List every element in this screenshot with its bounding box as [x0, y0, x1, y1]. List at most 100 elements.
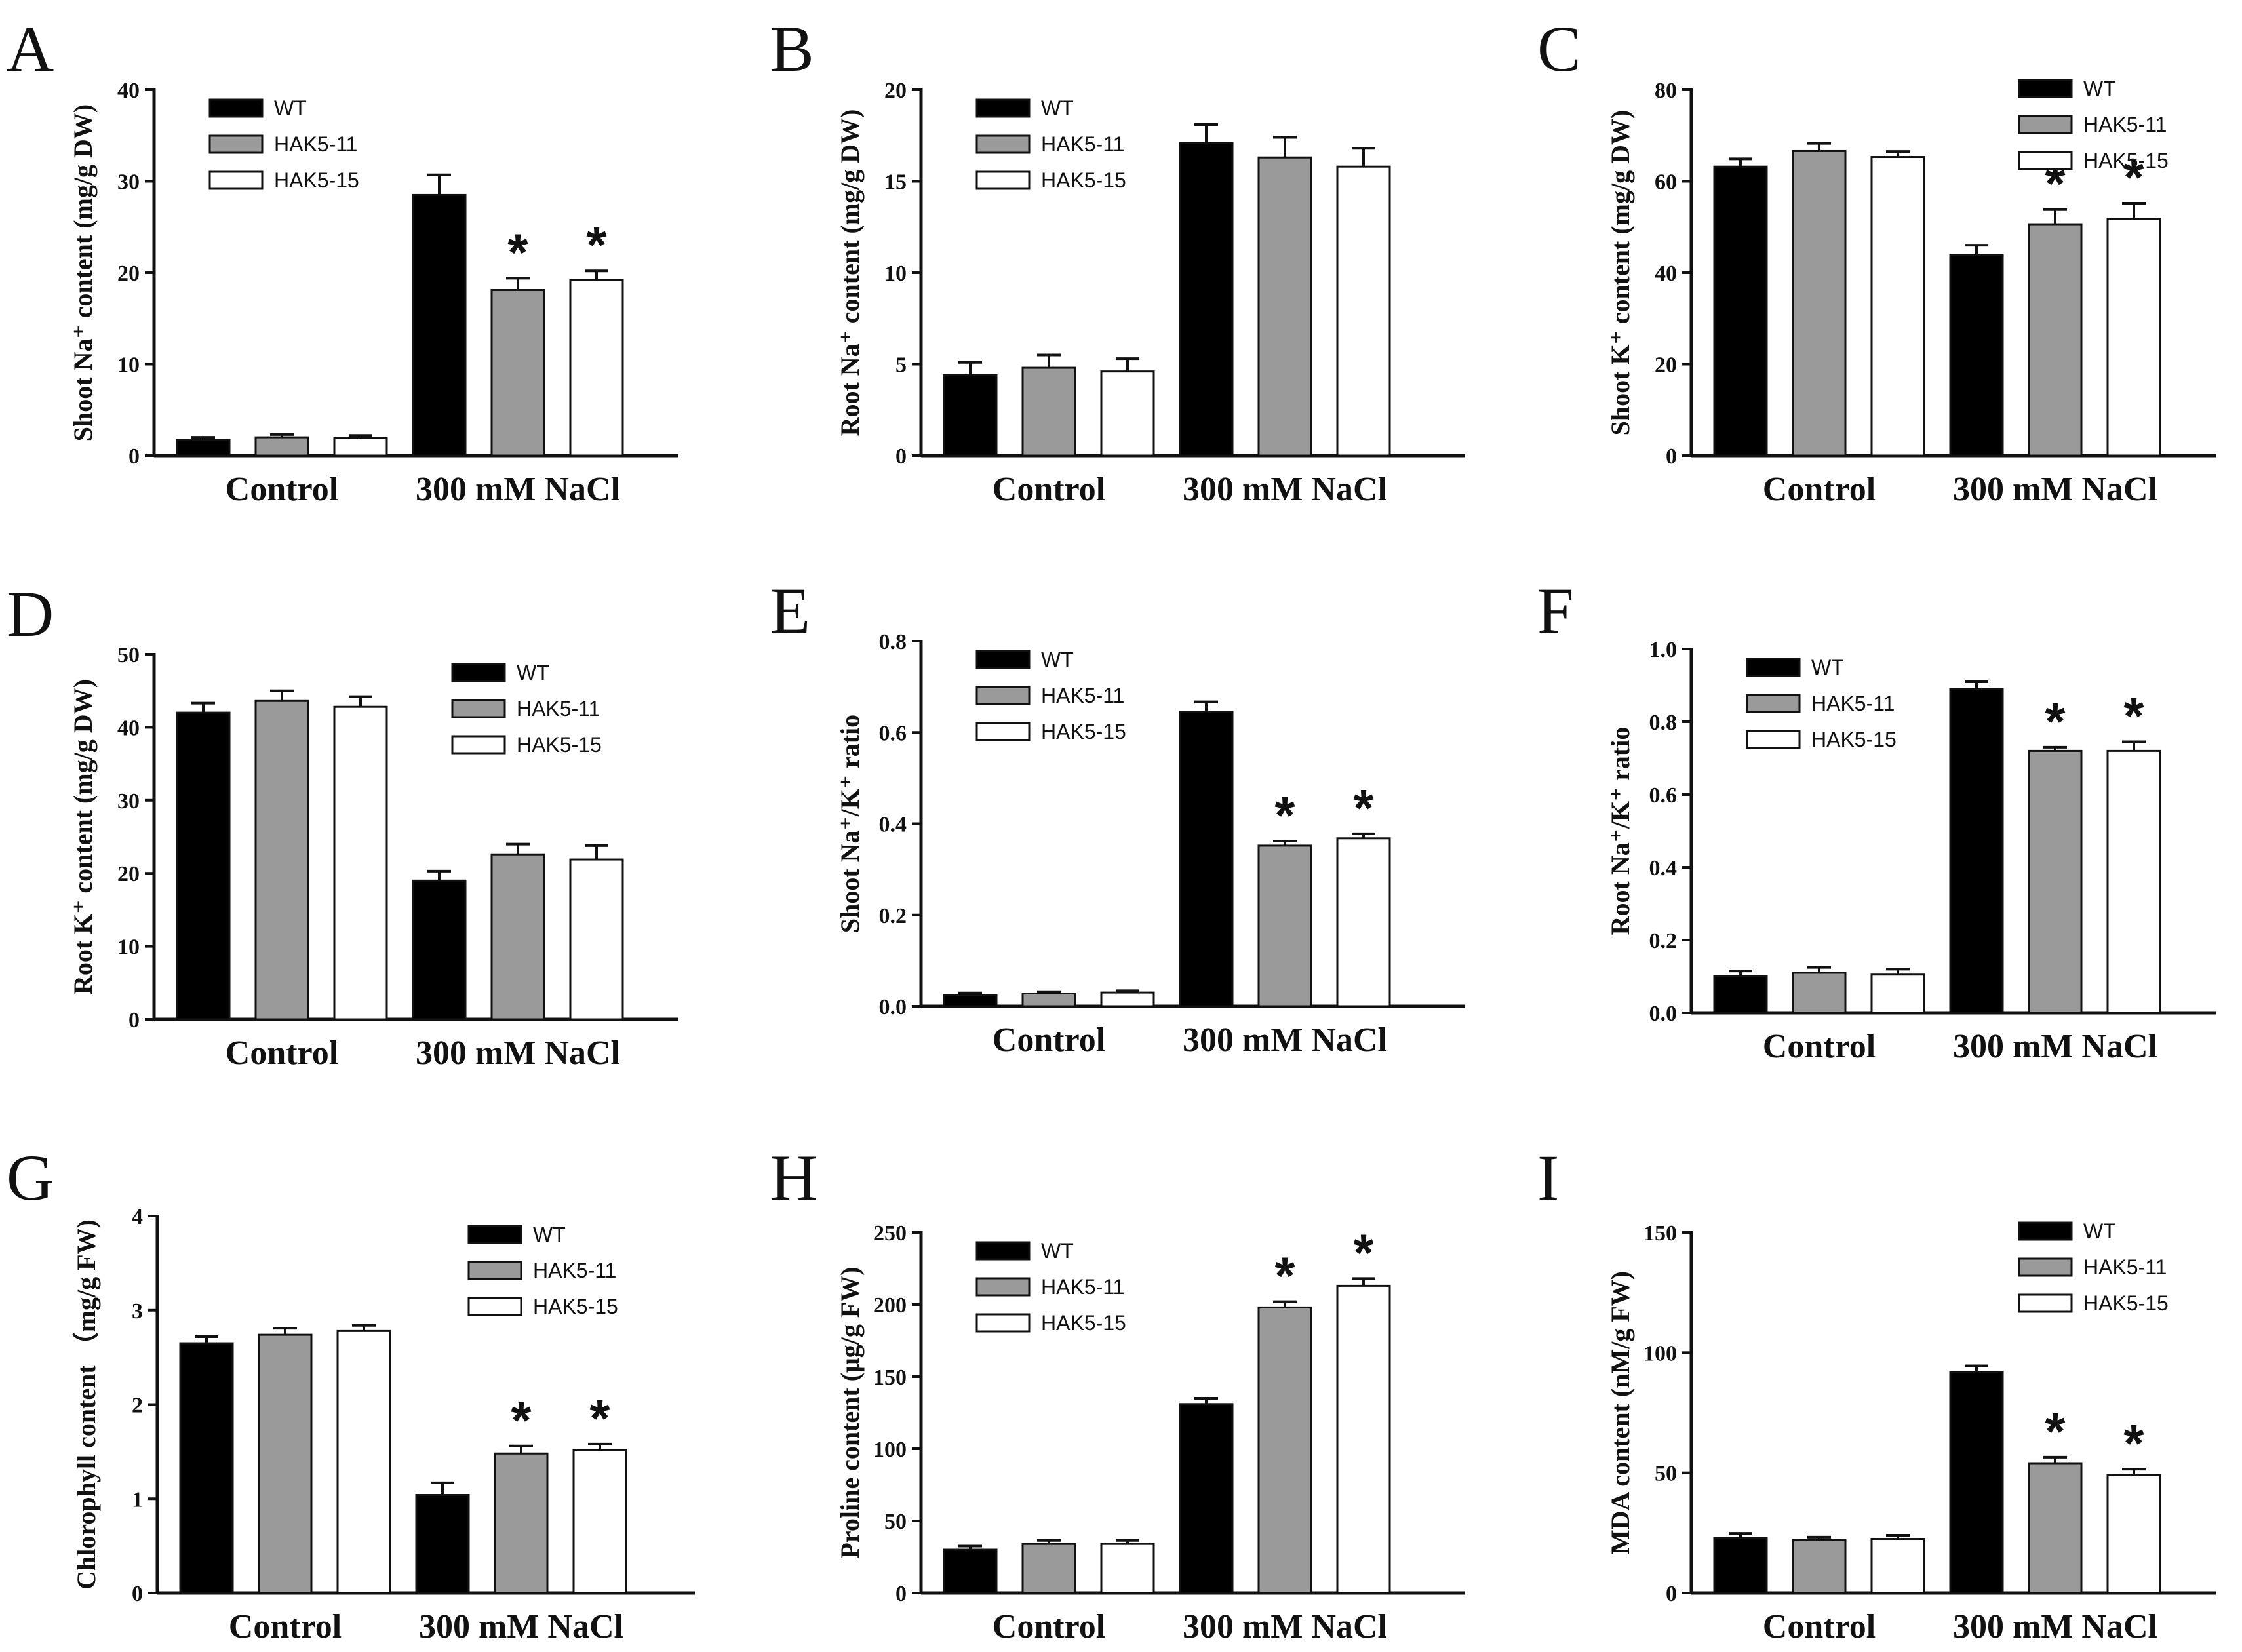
legend-swatch-wt	[451, 663, 506, 682]
y-tick-label: 40	[117, 716, 140, 740]
panel-d: D 0 10 20 30 40 50 Root K⁺ content (mg/g DW) Con…	[7, 578, 678, 1072]
bar-wt-nacl	[415, 1494, 470, 1594]
bar-hak5-15-control	[1870, 1538, 1925, 1594]
panel-c: C 0 20 40 60 80 Shoot K⁺ content (mg/g DW) Cont…	[1537, 12, 2216, 508]
legend-swatch-hak5-15	[467, 1297, 522, 1316]
bar-hak5-11-nacl	[494, 1452, 549, 1594]
y-tick-label: 60	[1655, 170, 1677, 195]
legend: WT HAK5-11 HAK5-15	[975, 1239, 1126, 1335]
x-category-label: 300 mM NaCl	[1183, 1021, 1387, 1059]
legend-swatch-hak5-15	[208, 170, 264, 190]
bar-hak5-11-control	[1792, 1539, 1847, 1594]
y-axis-title: Shoot Na⁺ content (mg/g DW)	[68, 104, 98, 441]
bar-hak5-15-nacl	[1336, 165, 1391, 457]
legend: WT HAK5-11 HAK5-15	[208, 96, 359, 192]
y-tick-label: 10	[884, 262, 907, 286]
legend-swatch-hak5-11	[975, 1277, 1031, 1297]
x-category-label: 300 mM NaCl	[416, 1034, 620, 1072]
x-category-label: 300 mM NaCl	[419, 1608, 623, 1645]
x-category-label: 300 mM NaCl	[1953, 1028, 2157, 1065]
legend-swatch-hak5-11	[975, 686, 1031, 705]
bar-wt-control	[1713, 165, 1768, 457]
significance-star: *	[2045, 692, 2066, 751]
y-tick-label: 10	[117, 935, 140, 960]
y-tick-label: 0.6	[1649, 783, 1678, 808]
bar-hak5-11-nacl	[2028, 1462, 2083, 1594]
y-tick-label: 0.0	[879, 995, 907, 1019]
legend: WT HAK5-11 HAK5-15	[1746, 656, 1897, 751]
bar-hak5-15-nacl	[1336, 837, 1391, 1008]
significance-star: *	[1274, 786, 1295, 844]
legend-swatch-hak5-15	[975, 722, 1031, 741]
bar-wt-control	[943, 1548, 998, 1594]
legend-swatch-wt	[467, 1225, 522, 1244]
y-tick-label: 4	[132, 1205, 143, 1229]
legend-swatch-hak5-15	[1746, 730, 1801, 749]
legend-label: WT	[517, 661, 549, 684]
x-category-label: Control	[226, 471, 338, 508]
bar-hak5-15-nacl	[569, 858, 624, 1021]
legend-swatch-hak5-11	[2018, 1257, 2073, 1277]
bar-hak5-11-nacl	[490, 289, 545, 457]
significance-star: *	[589, 1389, 610, 1447]
y-tick-label: 0	[895, 1582, 907, 1606]
legend-label: HAK5-11	[1041, 684, 1124, 707]
bar-hak5-11-control	[258, 1333, 313, 1594]
bar-wt-nacl	[1179, 142, 1234, 457]
bar-hak5-15-nacl	[569, 279, 624, 457]
panel-a: A 0 10 20 30 40 Shoot Na⁺ content (mg/g DW) Con…	[7, 12, 678, 508]
bar-wt-nacl	[412, 879, 467, 1021]
legend-label: WT	[1041, 1239, 1074, 1263]
y-tick-label: 0.6	[879, 721, 907, 745]
legend: WT HAK5-11 HAK5-15	[451, 661, 602, 757]
y-tick-label: 0	[1666, 1582, 1677, 1606]
x-category-label: Control	[229, 1608, 342, 1645]
y-tick-label: 20	[117, 862, 140, 886]
significance-star: *	[1353, 1223, 1374, 1282]
y-tick-label: 250	[873, 1221, 907, 1246]
bar-wt-control	[179, 1342, 234, 1594]
x-category-label: Control	[1763, 1608, 1876, 1645]
legend-label: HAK5-11	[2083, 113, 2167, 136]
significance-star: *	[1274, 1247, 1295, 1305]
x-category-label: 300 mM NaCl	[1953, 471, 2157, 508]
legend-label: WT	[2083, 77, 2116, 100]
legend-label: WT	[274, 96, 307, 120]
legend-label: HAK5-11	[274, 132, 357, 156]
y-tick-label: 0.0	[1649, 1002, 1678, 1026]
panel-g: G 0 1 2 3 4 Chlorophyll content （mg/g FW) Contr…	[7, 1141, 695, 1645]
panel-label: F	[1537, 574, 1574, 647]
legend-label: HAK5-11	[1041, 1275, 1124, 1299]
bar-hak5-15-control	[1100, 991, 1155, 1008]
y-tick-label: 100	[1643, 1341, 1677, 1366]
significance-star: *	[2123, 687, 2144, 745]
y-tick-label: 0.8	[1649, 711, 1678, 735]
legend-label: HAK5-15	[533, 1295, 618, 1318]
panel-f: F 0.0 0.2 0.4 0.6 0.8 1.0 Root Na⁺/K⁺ ratio Cont…	[1537, 574, 2216, 1065]
y-tick-label: 30	[117, 170, 140, 195]
bar-hak5-11-control	[1021, 1543, 1076, 1594]
bar-wt-control	[1713, 1537, 1768, 1594]
y-tick-label: 150	[873, 1366, 907, 1390]
significance-star: *	[511, 1391, 532, 1449]
bar-wt-nacl	[1179, 1403, 1234, 1594]
y-tick-label: 1	[132, 1487, 143, 1512]
legend-label: HAK5-11	[517, 697, 600, 720]
panel-label: C	[1537, 12, 1581, 85]
legend-swatch-wt	[975, 650, 1031, 669]
legend-label: HAK5-15	[2083, 149, 2169, 172]
y-axis-title: Proline content (μg/g FW)	[835, 1267, 865, 1558]
y-tick-label: 0.2	[879, 904, 907, 928]
y-tick-label: 2	[132, 1394, 143, 1418]
panel-b: B 0 5 10 15 20 Root Na⁺ content (mg/g DW) Contr…	[770, 12, 1465, 508]
legend-label: HAK5-15	[1811, 728, 1897, 751]
bar-wt-control	[943, 994, 998, 1008]
bar-hak5-15-nacl	[2106, 1474, 2161, 1594]
legend-label: WT	[533, 1223, 566, 1246]
y-tick-label: 10	[117, 353, 140, 378]
y-axis-title: Root Na⁺ content (mg/g DW)	[835, 109, 865, 437]
y-tick-label: 50	[1655, 1462, 1677, 1486]
y-tick-label: 0	[128, 1008, 140, 1032]
significance-star: *	[1353, 779, 1374, 837]
bar-wt-control	[943, 374, 998, 457]
